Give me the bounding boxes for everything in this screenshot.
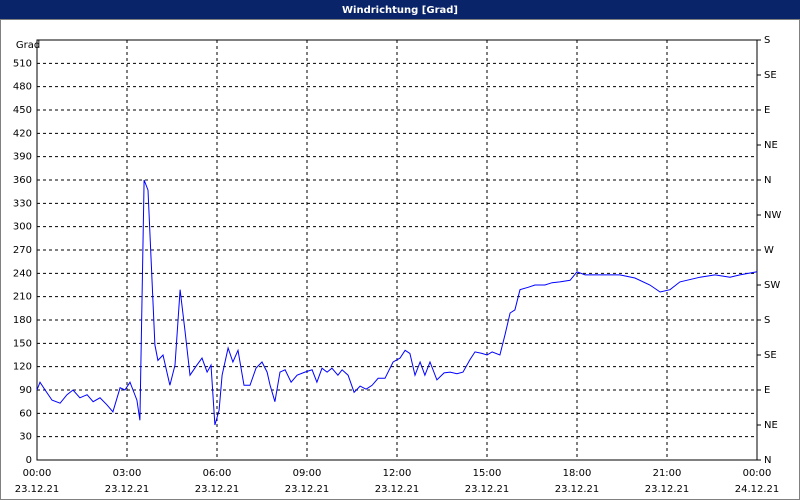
plot-border	[36, 39, 758, 461]
x-tick-label: 15:00	[473, 468, 502, 479]
x-tick-date: 23.12.21	[645, 484, 690, 495]
y2-tick-label: N	[764, 455, 771, 466]
y-tick-label: 210	[13, 292, 32, 303]
y-axis-title: Grad	[16, 40, 40, 51]
y2-tick-label: E	[764, 105, 770, 116]
y-tick-label: 360	[13, 175, 32, 186]
y-tick-label: 60	[19, 408, 32, 419]
x-tick-label: 18:00	[563, 468, 592, 479]
y-tick-label: 390	[13, 152, 32, 163]
x-tick-label: 06:00	[203, 468, 232, 479]
x-tick-date: 23.12.21	[105, 484, 150, 495]
y-tick-label: 450	[13, 105, 32, 116]
y-tick-label: 120	[13, 362, 32, 373]
y2-tick-label: N	[764, 175, 771, 186]
y-tick-label: 30	[19, 432, 32, 443]
y-tick-label: 300	[13, 222, 32, 233]
y-tick-label: 270	[13, 245, 32, 256]
x-tick-label: 12:00	[383, 468, 412, 479]
y-tick-label: 510	[13, 58, 32, 69]
y-tick-label: 240	[13, 268, 32, 279]
y-tick-label: 180	[13, 315, 32, 326]
chart-title: Windrichtung [Grad]	[342, 5, 458, 16]
y2-tick-label: NE	[764, 420, 778, 431]
y2-tick-label: NE	[764, 140, 778, 151]
y2-tick-label: SE	[764, 70, 777, 81]
x-tick-date: 23.12.21	[555, 484, 600, 495]
y-tick-label: 150	[13, 338, 32, 349]
x-tick-label: 00:00	[23, 468, 52, 479]
y-tick-label: 420	[13, 128, 32, 139]
data-line	[36, 179, 758, 426]
x-tick-label: 21:00	[653, 468, 682, 479]
y2-tick-label: NW	[764, 210, 781, 221]
title-bar	[0, 0, 800, 19]
y2-tick-label: S	[764, 315, 770, 326]
y-tick-label: 330	[13, 198, 32, 209]
y-tick-label: 90	[19, 385, 32, 396]
x-tick-label: 03:00	[113, 468, 142, 479]
y2-tick-label: S	[764, 35, 770, 46]
y-tick-label: 480	[13, 82, 32, 93]
x-tick-date: 23.12.21	[375, 484, 420, 495]
x-tick-date: 23.12.21	[285, 484, 330, 495]
x-tick-date: 23.12.21	[195, 484, 240, 495]
y2-tick-label: SE	[764, 350, 777, 361]
y-tick-label: 0	[26, 455, 32, 466]
y2-tick-label: E	[764, 385, 770, 396]
x-tick-date: 24.12.21	[735, 484, 780, 495]
x-tick-label: 09:00	[293, 468, 322, 479]
x-tick-date: 23.12.21	[15, 484, 60, 495]
y2-tick-label: W	[764, 245, 774, 256]
x-tick-date: 23.12.21	[465, 484, 510, 495]
y2-tick-label: SW	[764, 280, 780, 291]
x-tick-label: 00:00	[743, 468, 772, 479]
